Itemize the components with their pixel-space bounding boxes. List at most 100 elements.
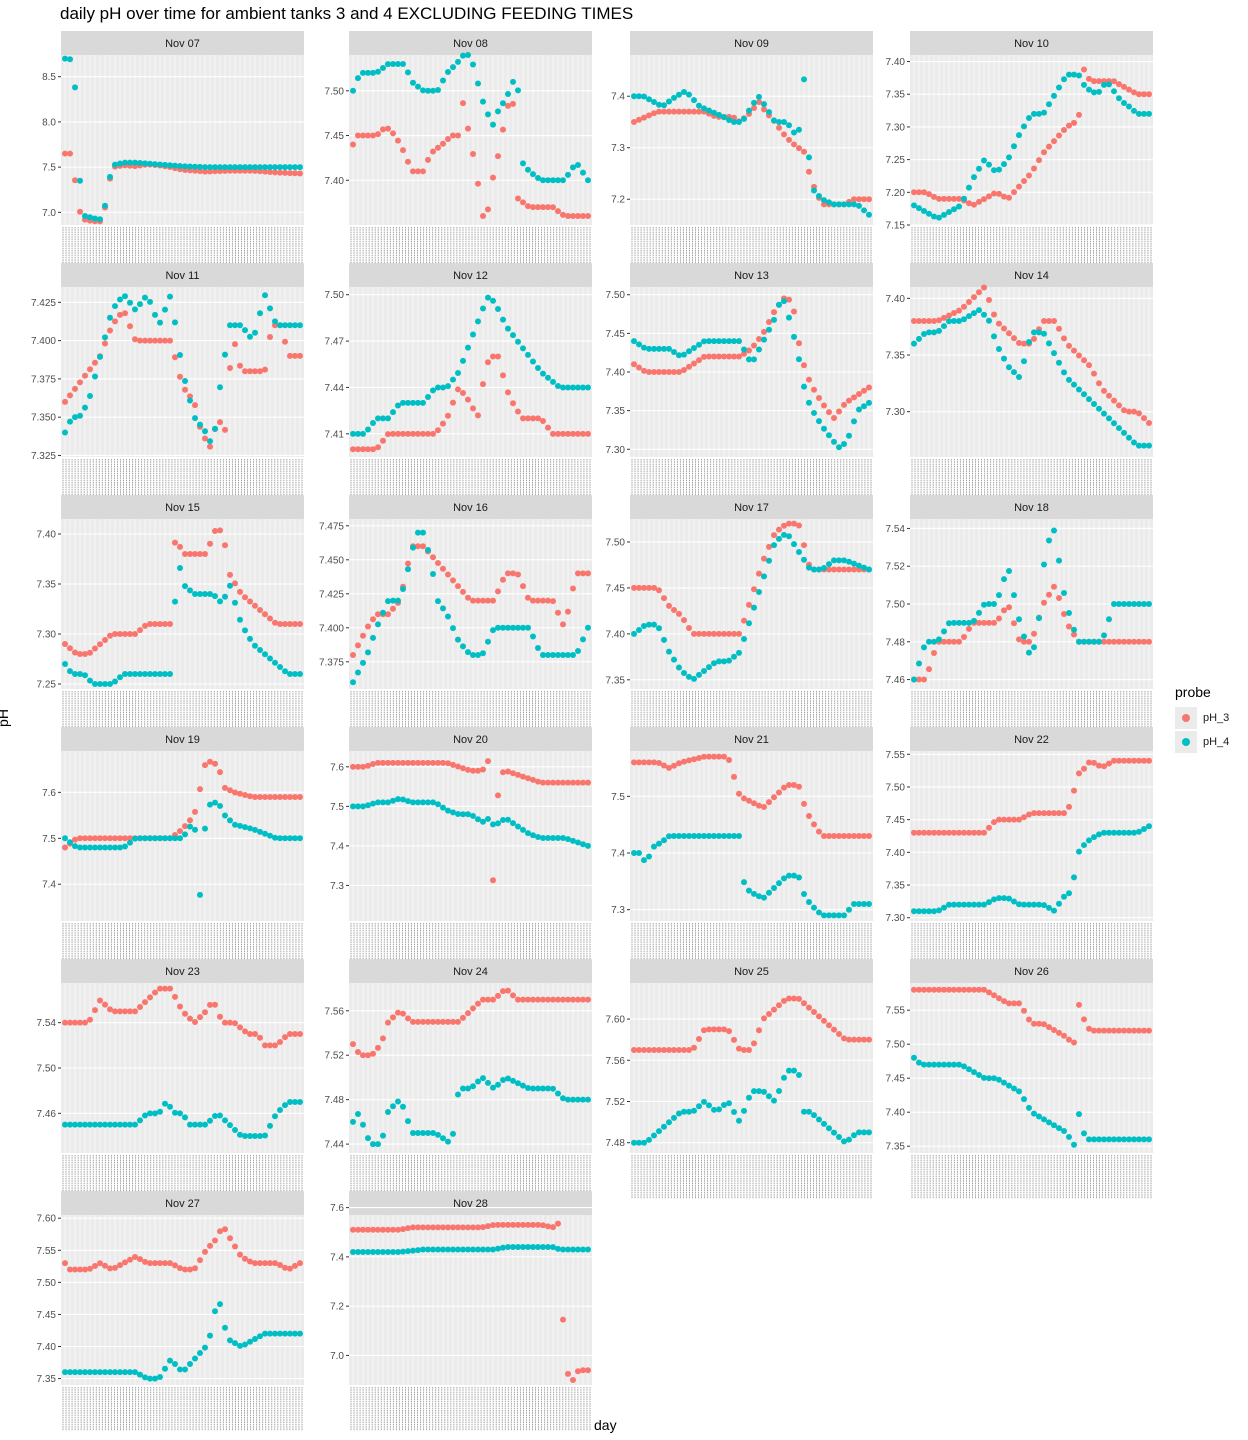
data-point-ph4: [157, 1108, 163, 1115]
data-point-ph3: [570, 779, 576, 786]
data-point-ph4: [242, 824, 248, 831]
data-point-ph4: [816, 566, 822, 573]
data-point-ph4: [816, 1116, 822, 1123]
data-point-ph4: [721, 833, 727, 839]
data-point-ph4: [1026, 901, 1032, 908]
data-point-ph4: [631, 630, 637, 637]
data-point-ph3: [500, 988, 506, 995]
data-point-ph4: [1006, 1082, 1012, 1089]
data-point-ph3: [821, 833, 827, 839]
data-point-ph3: [801, 542, 807, 549]
data-point-ph3: [931, 829, 937, 836]
y-tick-label: 7.55: [886, 1006, 906, 1017]
data-point-ph4: [207, 164, 213, 171]
data-point-ph3: [365, 1052, 371, 1059]
data-point-ph3: [966, 298, 972, 305]
data-point-ph3: [297, 621, 303, 627]
data-point-ph3: [936, 829, 942, 836]
data-point-ph4: [641, 1139, 647, 1146]
data-point-ph3: [1076, 352, 1082, 359]
facet-strip-label-nov-22: Nov 22: [1014, 734, 1049, 746]
data-point-ph3: [420, 1018, 426, 1025]
data-point-ph4: [142, 671, 148, 677]
data-point-ph3: [500, 769, 506, 776]
data-point-ph4: [495, 820, 501, 827]
data-point-ph3: [791, 782, 797, 788]
data-point-ph4: [741, 1107, 747, 1114]
data-point-ph4: [1021, 358, 1027, 365]
data-point-ph3: [1106, 1027, 1112, 1034]
data-point-ph3: [485, 597, 491, 604]
data-point-ph3: [1121, 83, 1127, 90]
data-point-ph4: [961, 195, 967, 202]
data-point-ph4: [102, 1369, 108, 1376]
data-point-ph3: [1141, 91, 1147, 98]
data-point-ph3: [1041, 318, 1047, 324]
x-tick-labels-nov-24: [350, 1155, 591, 1199]
data-point-ph3: [187, 393, 193, 400]
data-point-ph3: [651, 369, 657, 375]
data-point-ph3: [981, 619, 987, 626]
data-point-ph3: [821, 1017, 827, 1024]
data-point-ph4: [262, 830, 268, 837]
panel-nov-11: [61, 287, 304, 457]
data-point-ph3: [776, 124, 782, 131]
data-point-ph4: [706, 664, 712, 671]
data-point-ph3: [841, 1035, 847, 1042]
data-point-ph3: [282, 1264, 288, 1271]
data-point-ph3: [257, 606, 263, 613]
data-point-ph3: [257, 168, 263, 175]
data-point-ph3: [77, 1266, 83, 1273]
data-point-ph3: [1056, 325, 1062, 332]
data-point-ph4: [1066, 890, 1072, 897]
data-point-ph4: [87, 677, 93, 684]
data-point-ph3: [851, 566, 857, 573]
data-point-ph3: [267, 1042, 273, 1049]
data-point-ph4: [267, 1330, 273, 1337]
data-point-ph3: [167, 985, 173, 992]
data-point-ph4: [172, 598, 178, 605]
data-point-ph3: [107, 1006, 113, 1013]
data-point-ph4: [771, 117, 777, 124]
data-point-ph4: [741, 879, 747, 886]
data-point-ph4: [931, 213, 937, 220]
data-point-ph4: [701, 105, 707, 112]
panel-nov-26: [910, 983, 1153, 1153]
data-point-ph4: [961, 619, 967, 626]
data-point-ph4: [761, 336, 767, 343]
data-point-ph3: [62, 641, 68, 647]
y-tick-label: 7.6: [42, 788, 56, 799]
data-point-ph3: [866, 833, 872, 839]
data-point-ph4: [856, 202, 862, 209]
data-point-ph3: [916, 986, 922, 993]
data-point-ph3: [360, 632, 366, 639]
data-point-ph3: [262, 1042, 268, 1049]
data-point-ph3: [786, 782, 792, 788]
data-point-ph4: [936, 1061, 942, 1068]
data-point-ph3: [631, 1046, 637, 1053]
data-point-ph4: [585, 177, 591, 184]
data-point-ph4: [711, 1106, 717, 1113]
data-point-ph4: [470, 812, 476, 819]
x-tick-labels-nov-09: [631, 227, 872, 271]
data-point-ph3: [515, 195, 521, 202]
data-point-ph4: [801, 556, 807, 563]
y-tick-label: 7.44: [325, 1140, 345, 1151]
data-point-ph4: [821, 1120, 827, 1127]
data-point-ph4: [375, 621, 381, 628]
data-point-ph4: [350, 679, 356, 686]
data-point-ph3: [385, 611, 391, 618]
data-point-ph3: [500, 126, 506, 133]
data-point-ph3: [380, 126, 386, 133]
data-point-ph4: [1001, 1079, 1007, 1086]
data-point-ph4: [252, 164, 258, 171]
data-point-ph3: [530, 204, 536, 211]
data-point-ph4: [430, 87, 436, 94]
data-point-ph3: [656, 760, 662, 767]
data-point-ph3: [726, 353, 732, 360]
data-point-ph4: [440, 1135, 446, 1142]
data-point-ph3: [192, 808, 198, 815]
data-point-ph4: [981, 311, 987, 318]
data-point-ph4: [1041, 561, 1047, 568]
data-point-ph4: [257, 164, 263, 171]
